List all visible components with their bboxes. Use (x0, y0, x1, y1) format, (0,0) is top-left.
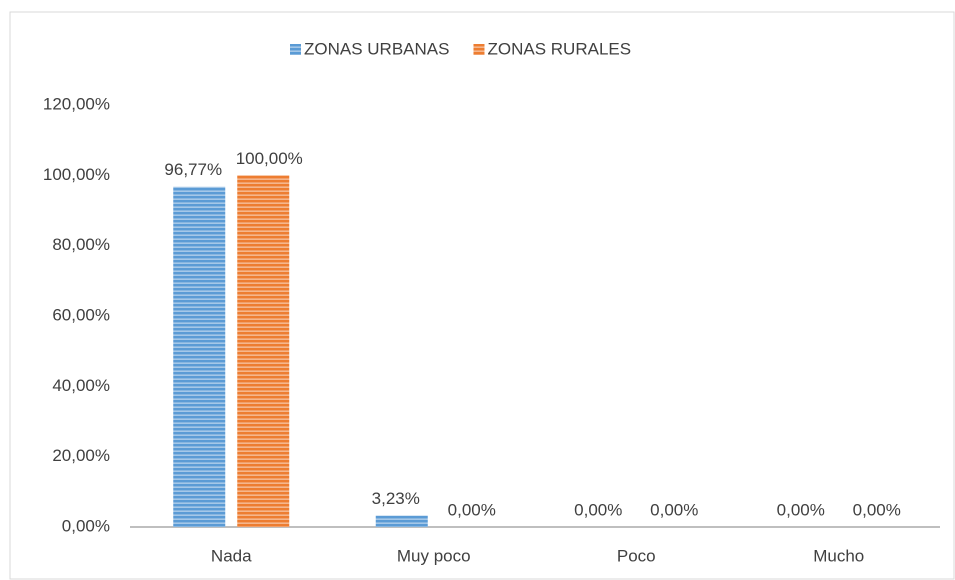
legend-label: ZONAS RURALES (487, 39, 631, 58)
bar (173, 186, 226, 527)
y-tick-label: 60,00% (52, 305, 110, 324)
legend-swatch (473, 44, 485, 55)
y-tick-label: 0,00% (62, 516, 110, 535)
x-tick-label: Poco (617, 546, 656, 565)
value-label: 0,00% (574, 500, 622, 519)
legend-swatch (290, 44, 301, 55)
value-label: 96,77% (164, 160, 222, 179)
value-label: 3,23% (372, 489, 420, 508)
chart-border (9, 11, 955, 580)
value-label: 100,00% (236, 149, 303, 168)
y-tick-label: 100,00% (43, 165, 110, 184)
x-tick-label: Muy poco (397, 546, 471, 565)
value-label: 0,00% (777, 500, 825, 519)
bar (237, 175, 290, 528)
bar (375, 515, 428, 527)
x-tick-label: Mucho (813, 546, 864, 565)
value-label: 0,00% (650, 500, 698, 519)
value-label: 0,00% (448, 500, 496, 519)
legend-label: ZONAS URBANAS (304, 39, 449, 58)
value-label: 0,00% (853, 500, 901, 519)
y-tick-label: 80,00% (52, 235, 110, 254)
y-tick-label: 20,00% (52, 446, 110, 465)
y-tick-label: 120,00% (43, 94, 110, 113)
x-tick-label: Nada (211, 546, 252, 565)
y-tick-label: 40,00% (52, 376, 110, 395)
